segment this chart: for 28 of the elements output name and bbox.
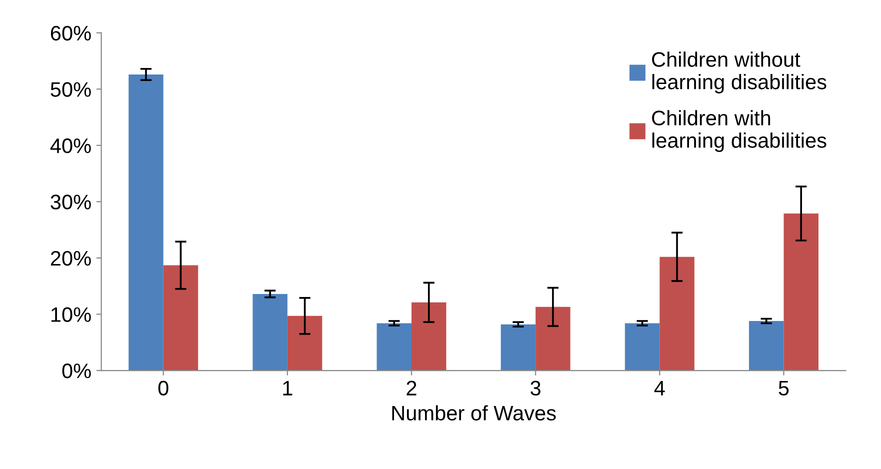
bar [252,294,288,371]
x-tick-label: 1 [283,380,292,396]
y-tick-label: 20% [50,250,91,266]
x-tick-label: 2 [406,380,416,396]
bar [784,213,818,371]
x-tick-label: 5 [778,380,789,396]
bar [748,320,784,371]
bar [287,316,322,371]
x-tick-label: 3 [530,380,540,396]
bar [412,302,446,371]
legend-label: Children with learning disabilities [652,110,826,152]
x-tick-label: 4 [654,380,665,396]
bar [376,323,412,371]
bar [660,256,694,371]
y-tick-label: 40% [50,138,91,154]
bar [128,74,164,371]
y-tick-label: 60% [50,26,91,41]
legend-label: Children without learning disabilities [652,52,826,94]
y-tick-label: 50% [50,82,91,97]
x-axis-title: Number of Waves [392,405,556,421]
y-tick-label: 0% [62,364,91,378]
bar [500,324,536,371]
bar [536,306,570,371]
y-tick-label: 10% [51,307,91,322]
x-tick-label: 0 [158,380,168,396]
y-tick-label: 30% [50,194,91,210]
bar [163,265,198,371]
bar [624,323,660,371]
